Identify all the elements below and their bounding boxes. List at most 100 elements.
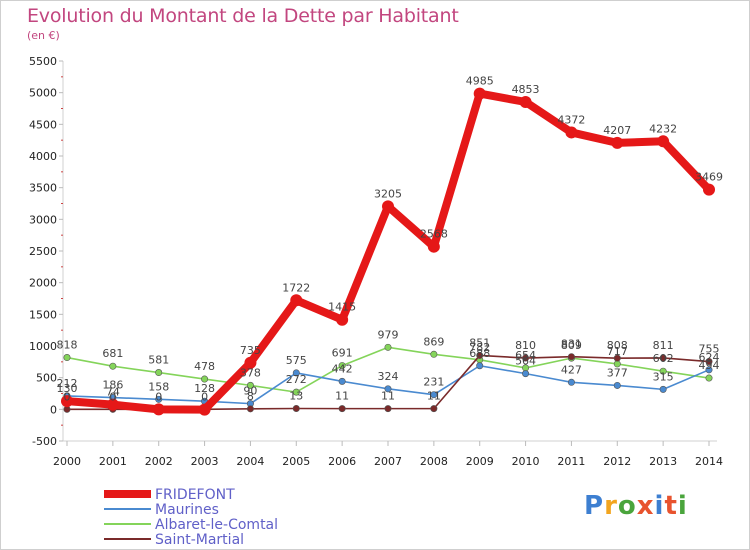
series-point-3 [659,354,667,362]
data-label-3: 811 [653,339,674,352]
series-point-1 [384,385,392,393]
series-point-0 [657,135,670,148]
data-label-3: 11 [427,390,441,403]
data-label-3: 8 [247,390,254,403]
y-tick-label: 500 [36,372,57,385]
x-tick-label: 2009 [466,455,494,468]
series-point-2 [430,350,438,358]
series-point-1 [705,366,713,374]
data-label-1: 158 [148,380,169,393]
data-label-0: 3205 [374,187,402,200]
series-point-2 [659,367,667,375]
x-tick-label: 2000 [53,455,81,468]
data-label-2: 979 [378,328,399,341]
data-label-1: 564 [515,355,536,368]
series-point-0 [427,240,440,253]
data-label-1: 324 [378,370,399,383]
series-point-0 [519,95,532,108]
series-point-2 [201,375,209,383]
data-label-0: 4207 [603,124,631,137]
x-tick-label: 2006 [328,455,356,468]
data-label-2: 869 [423,335,444,348]
y-tick-label: 5000 [29,87,57,100]
x-tick-label: 2005 [282,455,310,468]
x-tick-label: 2011 [557,455,585,468]
series-point-0 [473,87,486,100]
data-label-0: 4372 [557,113,585,126]
series-point-2 [705,374,713,382]
x-tick-label: 2003 [191,455,219,468]
legend-label: FRIDEFONT [155,487,235,503]
data-label-0: 4985 [466,75,494,88]
data-label-2: 681 [102,347,123,360]
series-point-0 [336,313,349,326]
y-tick-label: 5500 [29,55,57,68]
x-tick-label: 2004 [236,455,264,468]
x-tick-label: 2014 [695,455,723,468]
data-label-2: 691 [332,347,353,360]
x-tick-label: 2002 [145,455,173,468]
data-label-1: 128 [194,382,215,395]
series-point-0 [152,403,165,416]
series-point-3 [567,353,575,361]
data-label-3: 0 [155,390,162,403]
series-point-3 [384,405,392,413]
data-label-2: 654 [515,349,536,362]
x-tick-label: 2001 [99,455,127,468]
x-tick-label: 2012 [603,455,631,468]
data-label-3: 808 [607,339,628,352]
x-tick-label: 2013 [649,455,677,468]
series-point-3 [705,358,713,366]
data-label-2: 717 [607,345,628,358]
chart-unit: (en €) [27,29,60,42]
y-tick-label: 2500 [29,245,57,258]
data-labels: 130 7473517221415320525684985485343724207… [57,75,724,404]
data-label-0: 2568 [420,228,448,241]
data-label-3: 810 [515,339,536,352]
series-point-1 [567,378,575,386]
series-point-0 [198,403,211,416]
series-point-1 [522,370,530,378]
series-point-2 [292,388,300,396]
y-tick-label: 4000 [29,150,57,163]
y-tick-label: 4500 [29,118,57,131]
data-label-1: 315 [653,370,674,383]
x-tick-label: 2010 [512,455,540,468]
y-tick-label: 3500 [29,182,57,195]
series-point-0 [106,398,119,411]
data-label-3: 755 [699,343,720,356]
y-tick-label: 0 [50,403,57,416]
y-tick-label: 3000 [29,213,57,226]
chart-title: Evolution du Montant de la Dette par Hab… [27,5,459,27]
series-point-3 [430,405,438,413]
series-group [61,87,715,416]
data-label-1: 212 [57,377,78,390]
series-point-1 [155,395,163,403]
data-label-0: 4853 [512,83,540,96]
data-label-2: 378 [240,366,261,379]
data-label-0: 1415 [328,301,356,314]
series-point-2 [63,354,71,362]
data-label-0: 3469 [695,171,723,184]
data-label-1: 90 [243,385,257,398]
series-point-1 [613,381,621,389]
data-label-0: 1722 [282,281,310,294]
series-point-3 [338,405,346,413]
data-label-1: 377 [607,366,628,379]
data-label-1: 442 [332,362,353,375]
series-point-3 [292,405,300,413]
series-point-2 [246,381,254,389]
series-point-0 [244,356,257,369]
data-label-3: 13 [289,390,303,403]
data-label-2: 478 [194,360,215,373]
series-point-1 [430,391,438,399]
data-label-1: 575 [286,354,307,367]
y-tick-label: 2000 [29,277,57,290]
series-point-1 [292,369,300,377]
series-point-1 [476,362,484,370]
axes: -500 0 500 1000 1500 2000 2500 3000 3500 4000 4500… [29,55,723,468]
data-label-1: 688 [469,347,490,360]
data-label-1: 231 [423,376,444,389]
